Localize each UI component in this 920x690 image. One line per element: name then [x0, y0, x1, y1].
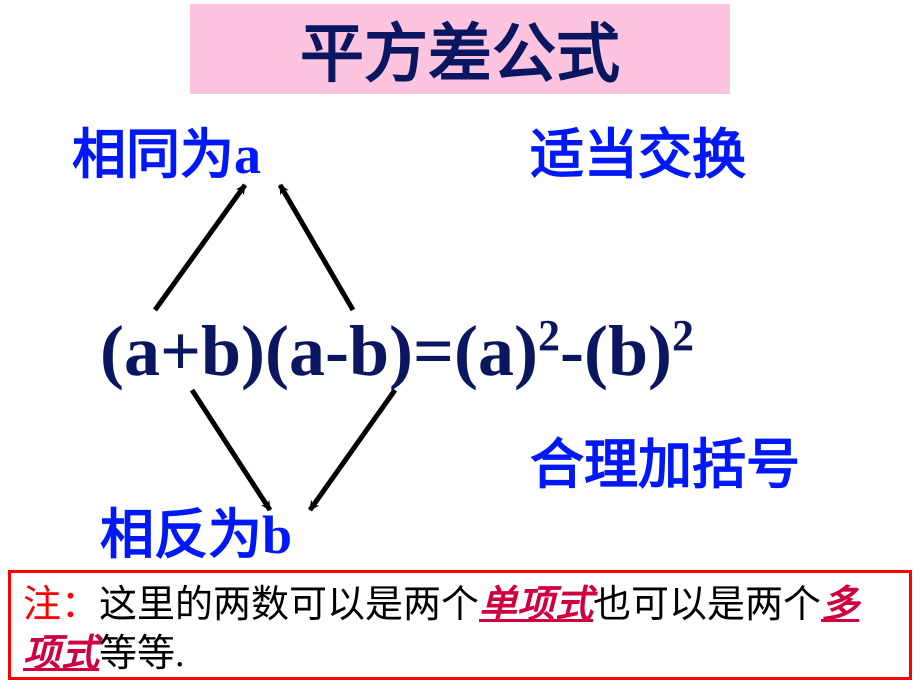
label-opposite-b: 相反为b [100, 490, 292, 569]
label-parenthesis: 合理加括号 [530, 420, 800, 499]
page-title: 平方差公式 [300, 3, 620, 95]
label-swap: 适当交换 [530, 110, 746, 189]
formula-part-2: -(b) [560, 311, 672, 391]
note-key-1: 单项式 [479, 584, 593, 626]
note-text-1: 这里的两数可以是两个 [99, 584, 479, 626]
formula-sup-1: 2 [538, 311, 560, 360]
formula: (a+b)(a-b)=(a)2-(b)2 [100, 310, 694, 393]
title-box: 平方差公式 [190, 4, 730, 94]
formula-sup-2: 2 [672, 311, 694, 360]
note-text-2: 也可以是两个 [593, 584, 821, 626]
note-prefix: 注： [23, 584, 99, 626]
note-box: 注：这里的两数可以是两个单项式也可以是两个多项式等等. [8, 570, 912, 680]
note-text-3: 等等. [99, 633, 185, 675]
formula-part-1: (a+b)(a-b)=(a) [100, 311, 538, 391]
label-same-a: 相同为a [72, 110, 261, 189]
